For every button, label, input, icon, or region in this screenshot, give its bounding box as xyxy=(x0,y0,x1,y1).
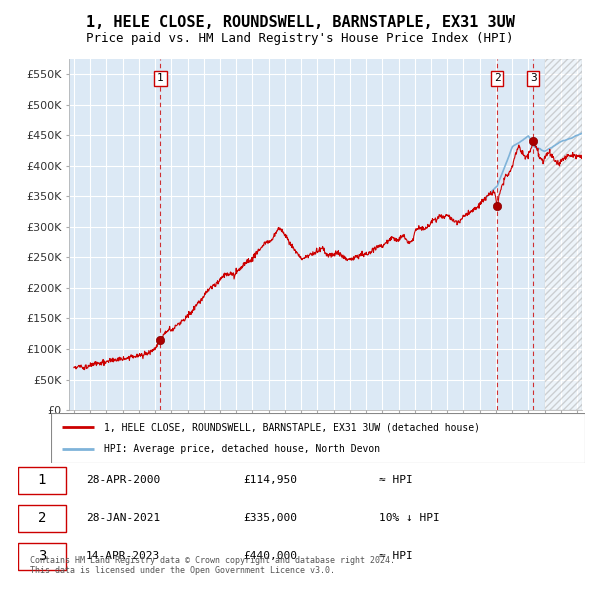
Text: £440,000: £440,000 xyxy=(244,551,298,561)
Text: ≈ HPI: ≈ HPI xyxy=(379,551,413,561)
Text: Price paid vs. HM Land Registry's House Price Index (HPI): Price paid vs. HM Land Registry's House … xyxy=(86,32,514,45)
Text: ≈ HPI: ≈ HPI xyxy=(379,476,413,486)
Text: Contains HM Land Registry data © Crown copyright and database right 2024.
This d: Contains HM Land Registry data © Crown c… xyxy=(30,556,395,575)
FancyBboxPatch shape xyxy=(18,543,66,570)
Text: 1, HELE CLOSE, ROUNDSWELL, BARNSTAPLE, EX31 3UW (detached house): 1, HELE CLOSE, ROUNDSWELL, BARNSTAPLE, E… xyxy=(104,422,481,432)
Text: 3: 3 xyxy=(38,549,46,563)
Text: 1, HELE CLOSE, ROUNDSWELL, BARNSTAPLE, EX31 3UW: 1, HELE CLOSE, ROUNDSWELL, BARNSTAPLE, E… xyxy=(86,15,514,30)
Text: 14-APR-2023: 14-APR-2023 xyxy=(86,551,160,561)
Text: 2: 2 xyxy=(494,73,500,83)
FancyBboxPatch shape xyxy=(18,467,66,494)
FancyBboxPatch shape xyxy=(51,413,585,463)
Text: 3: 3 xyxy=(530,73,536,83)
Text: HPI: Average price, detached house, North Devon: HPI: Average price, detached house, Nort… xyxy=(104,444,380,454)
Text: £335,000: £335,000 xyxy=(244,513,298,523)
Text: £114,950: £114,950 xyxy=(244,476,298,486)
Text: 1: 1 xyxy=(38,473,46,487)
Text: 28-JAN-2021: 28-JAN-2021 xyxy=(86,513,160,523)
FancyBboxPatch shape xyxy=(18,504,66,532)
Text: 1: 1 xyxy=(157,73,164,83)
Bar xyxy=(545,59,582,410)
Text: 10% ↓ HPI: 10% ↓ HPI xyxy=(379,513,440,523)
Text: 2: 2 xyxy=(38,512,46,525)
Text: 28-APR-2000: 28-APR-2000 xyxy=(86,476,160,486)
